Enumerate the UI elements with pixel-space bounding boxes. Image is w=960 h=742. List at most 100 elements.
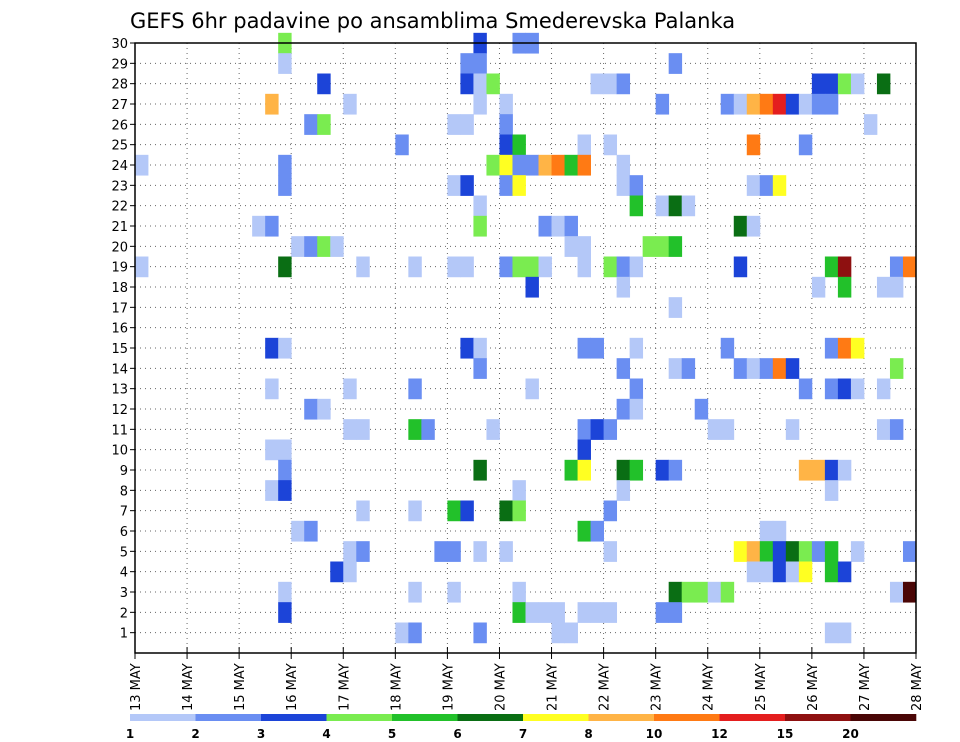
heatmap-cell [681,195,696,217]
heatmap-cell [473,93,487,115]
heatmap-cell [798,561,813,583]
heatmap-cell [759,175,774,196]
legend-label: 5 [388,727,396,741]
heatmap-cell [564,236,578,257]
heatmap-cell [304,236,318,257]
heatmap-cell [798,459,813,481]
legend-label: 6 [453,727,461,741]
heatmap-cell [460,53,474,74]
heatmap-cell [850,541,865,562]
heatmap-cell [616,459,631,481]
heatmap-cell [837,378,852,400]
heatmap-cell [733,358,748,379]
heatmap-cell [850,73,865,95]
heatmap-cell [330,561,344,583]
legend-swatch [850,714,917,721]
heatmap-cell [278,175,292,196]
heatmap-cell [772,93,787,115]
heatmap-cell [486,419,500,440]
heatmap-cell [538,256,552,278]
heatmap-cell [525,602,539,623]
heatmap-cell [408,500,422,522]
data-cells [135,32,917,644]
y-tick-label: 30 [111,37,128,52]
heatmap-cell [616,276,631,298]
heatmap-cell [330,236,344,257]
heatmap-cell [603,541,618,562]
heatmap-cell [824,622,839,644]
heatmap-cell [590,419,604,440]
heatmap-cell [512,256,526,278]
heatmap-cell [564,215,578,237]
heatmap-cell [343,93,357,115]
heatmap-cell [837,561,852,583]
y-tick-label: 7 [120,505,128,520]
x-tick-label: 14 MAY [181,663,196,711]
heatmap-cell [512,134,526,156]
heatmap-cell [811,73,826,95]
x-axis-ticks: 13 MAY 14 MAY 15 MAY 16 MAY 17 MAY 18 MAY 19 M… [129,647,925,711]
legend-swatch [261,714,327,721]
heatmap-cell [616,73,631,95]
heatmap-cell [265,480,279,501]
heatmap-cell [616,358,631,379]
heatmap-cell [460,256,474,278]
heatmap-cell [577,419,591,440]
heatmap-cell [512,175,526,196]
heatmap-cell [291,520,305,542]
heatmap-cell [603,134,618,156]
heatmap-cell [408,419,422,440]
heatmap-cell [837,256,852,278]
y-tick-label: 18 [111,281,128,296]
heatmap-cell [746,358,761,379]
heatmap-cell [785,419,800,440]
heatmap-cell [785,561,800,583]
heatmap-cell [681,358,696,379]
heatmap-cell [798,378,813,400]
heatmap-cell [304,520,318,542]
legend-swatch [523,714,589,721]
heatmap-cell [447,256,461,278]
heatmap-cell [694,398,709,420]
heatmap-cell [746,561,761,583]
heatmap-cell [278,337,292,359]
heatmap-cell [655,93,670,115]
heatmap-cell [447,581,461,603]
y-tick-label: 8 [120,484,128,499]
heatmap-cell [811,93,826,115]
heatmap-cell [733,541,748,562]
legend-label: 8 [584,727,592,741]
x-tick-label: 18 MAY [389,663,404,711]
heatmap-cell [434,541,448,562]
heatmap-cell [655,236,670,257]
heatmap-cell [889,276,904,298]
heatmap-cell [720,581,735,603]
heatmap-cell [473,73,487,95]
heatmap-cell [824,561,839,583]
heatmap-cell [525,256,539,278]
heatmap-cell [746,175,761,196]
heatmap-cell [824,73,839,95]
heatmap-cell [447,541,461,562]
heatmap-cell [265,93,279,115]
heatmap-cell [499,93,513,115]
y-tick-label: 20 [111,240,128,255]
legend-swatch [719,714,786,721]
heatmap-cell [525,276,539,298]
legend-label: 12 [711,727,728,741]
heatmap-cell [525,378,539,400]
heatmap-cell [876,419,891,440]
legend-swatch [195,714,262,721]
heatmap-cell [304,398,318,420]
heatmap-cell [824,541,839,562]
heatmap-cell [746,93,761,115]
heatmap-cell [616,398,631,420]
heatmap-cell [616,256,631,278]
heatmap-cell [629,337,644,359]
heatmap-cell [655,459,670,481]
heatmap-cell [564,154,578,176]
heatmap-cell [278,256,292,278]
heatmap-cell [889,358,904,379]
heatmap-cell [772,358,787,379]
